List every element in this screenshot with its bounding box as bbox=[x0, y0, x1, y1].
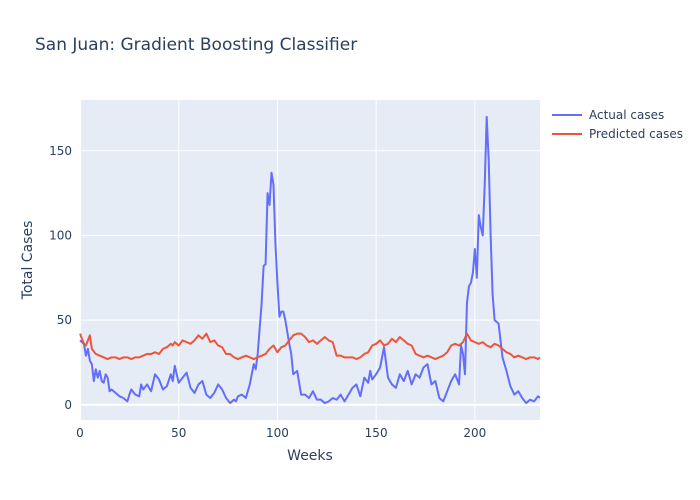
x-tick-labels: 0 50 100 150 200 bbox=[76, 426, 486, 440]
y-tick-label: 50 bbox=[57, 313, 72, 327]
plot-area bbox=[80, 100, 540, 420]
x-axis-title: Weeks bbox=[287, 448, 333, 464]
x-tick-label: 100 bbox=[266, 426, 289, 440]
x-tick-label: 200 bbox=[463, 426, 486, 440]
y-tick-label: 0 bbox=[64, 398, 72, 412]
series-lines bbox=[79, 115, 541, 405]
y-tick-label: 150 bbox=[49, 144, 72, 158]
legend: Actual cases Predicted cases bbox=[552, 108, 683, 141]
x-tick-label: 150 bbox=[365, 426, 388, 440]
x-tick-label: 50 bbox=[171, 426, 186, 440]
chart-title: San Juan: Gradient Boosting Classifier bbox=[35, 35, 357, 55]
legend-label[interactable]: Predicted cases bbox=[589, 127, 683, 141]
y-axis-title: Total Cases bbox=[20, 221, 36, 301]
y-tick-label: 100 bbox=[49, 228, 72, 242]
y-tick-labels: 0 50 100 150 bbox=[49, 144, 72, 412]
x-tick-label: 0 bbox=[76, 426, 84, 440]
series-line-actual bbox=[79, 115, 541, 405]
legend-label[interactable]: Actual cases bbox=[589, 108, 664, 122]
series-line-predicted bbox=[79, 332, 541, 361]
